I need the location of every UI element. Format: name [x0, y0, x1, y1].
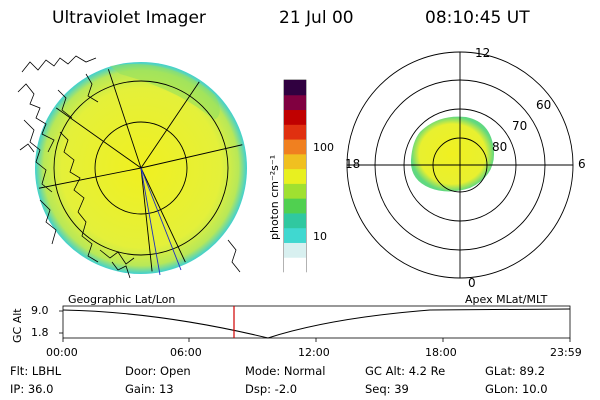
lon-line: [140, 167, 191, 272]
lat-label-80: 80: [492, 140, 508, 154]
color-bar-stripe: [284, 227, 306, 243]
color-bar-stripe: [284, 183, 306, 199]
seq-label: Seq: 39: [365, 382, 409, 396]
app-title: Ultraviolet Imager: [52, 8, 206, 28]
color-bar-stripe: [284, 168, 306, 184]
lat-circle-inner: [94, 121, 188, 215]
timeline-xtick: 12:00: [298, 346, 330, 359]
color-bar-stripe: [284, 198, 306, 214]
lon-line: [44, 99, 142, 169]
timeline-ytick-bottom: 1.8: [31, 326, 49, 339]
mlt-label-12: 12: [475, 46, 491, 60]
time-label: 08:10:45 UT: [425, 8, 530, 28]
colorbar-tick-100: 100: [313, 141, 334, 154]
polar-plot: [346, 51, 574, 279]
mlt-lines: [140, 167, 182, 276]
gc-alt-label: GC Alt: 4.2 Re: [365, 364, 446, 378]
lat-label-60: 60: [536, 98, 552, 112]
mlt-label-0: 0: [468, 276, 476, 290]
lon-line: [140, 142, 245, 169]
auroral-oval: [410, 116, 495, 192]
lon-line: [105, 64, 142, 169]
coastlines: [17, 55, 241, 279]
color-bar-stripe: [284, 212, 306, 229]
glat-label: GLat: 89.2: [485, 364, 546, 378]
altitude-curve: [62, 308, 571, 339]
timeline-xtick: 06:00: [170, 346, 202, 359]
lat-circle-outer: [53, 80, 229, 256]
color-bar-stripe: [284, 139, 306, 155]
timeline-frame: [62, 305, 571, 339]
mlt-label-18: 18: [345, 157, 361, 171]
lon-line: [140, 167, 154, 272]
color-bar-stripe: [284, 80, 306, 96]
colorbar-tick-10: 10: [313, 230, 327, 243]
ip-label: IP: 36.0: [10, 382, 54, 396]
color-bar-stripes: [284, 80, 306, 273]
timeline-xtick: 00:00: [46, 346, 78, 359]
timeline-ytick-top: 9.0: [31, 304, 49, 317]
colorbar-unit-label: photon cm⁻²s⁻¹: [268, 154, 281, 240]
timeline-right-label: Apex MLat/MLT: [465, 293, 548, 306]
door-label: Door: Open: [125, 364, 191, 378]
lat-label-70: 70: [512, 119, 528, 133]
color-bar-stripe: [284, 124, 306, 140]
geographic-globe: [17, 55, 247, 279]
mode-label: Mode: Normal: [245, 364, 326, 378]
color-bar-stripe: [284, 242, 306, 258]
filter-label: Flt: LBHL: [10, 364, 62, 378]
gain-label: Gain: 13: [125, 382, 174, 396]
timeline-axis-title: GC Alt: [11, 308, 24, 343]
glon-label: GLon: 10.0: [485, 382, 548, 396]
color-bar-stripe: [284, 257, 306, 273]
mlt-label-6: 6: [578, 157, 586, 171]
color-bar-stripe: [284, 153, 306, 170]
lon-line: [37, 167, 142, 191]
timeline-plot: [59, 305, 571, 342]
color-bar-stripe: [284, 109, 306, 125]
timeline-xtick: 18:00: [425, 346, 457, 359]
dsp-label: Dsp: -2.0: [245, 382, 298, 396]
timeline-xtick: 23:59: [550, 346, 582, 359]
color-bar-stripe: [284, 94, 306, 111]
date-label: 21 Jul 00: [279, 8, 354, 28]
aurora-patch: [110, 63, 220, 120]
timeline-left-label: Geographic Lat/Lon: [68, 293, 176, 306]
